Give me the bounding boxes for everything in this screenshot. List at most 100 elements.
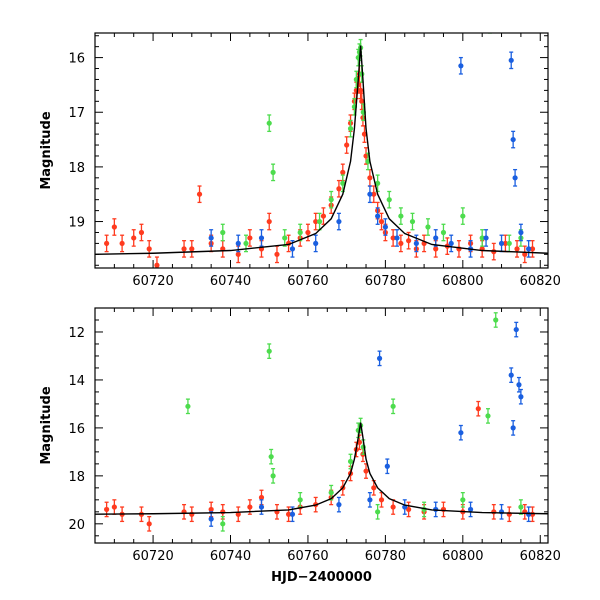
- top-green-point: [460, 207, 466, 225]
- top-red-point: [522, 245, 528, 264]
- bottom-model-curve: [95, 422, 548, 515]
- bottom-red-point: [406, 501, 412, 518]
- bottom-blue-point: [513, 321, 519, 338]
- top-blue-point: [508, 51, 514, 70]
- top-red-point: [146, 240, 152, 258]
- bottom-blue-point: [289, 506, 296, 523]
- top-red-point: [104, 234, 110, 253]
- bottom-blue-point: [510, 420, 516, 436]
- top-red-point: [378, 212, 385, 231]
- bottom-red-point: [258, 489, 265, 506]
- top-red-point: [181, 240, 187, 258]
- top-blue-point: [458, 56, 464, 75]
- top-red-point: [344, 136, 350, 154]
- bottom-y-tick-label: 14: [68, 374, 85, 389]
- top-blue-point: [235, 234, 241, 253]
- top-green-point: [270, 163, 276, 182]
- top-red-point: [529, 240, 536, 258]
- bottom-blue-point: [208, 511, 214, 527]
- top-model-curve: [95, 45, 548, 256]
- bottom-blue-point: [367, 491, 373, 508]
- bottom-y-tick-label: 18: [68, 470, 85, 485]
- top-y-tick-label: 17: [68, 106, 85, 121]
- bottom-red-point: [378, 491, 385, 508]
- top-green-point: [316, 212, 323, 231]
- bottom-green-point: [328, 484, 334, 501]
- top-green-point: [266, 114, 272, 133]
- top-red-point: [138, 223, 145, 242]
- bottom-green-point: [460, 491, 466, 508]
- bottom-blue-point: [518, 388, 524, 405]
- top-red-point: [285, 234, 292, 253]
- top-blue-point: [448, 234, 454, 253]
- top-green-point: [297, 223, 303, 242]
- bottom-blue-point: [376, 350, 383, 367]
- top-blue-point: [258, 229, 265, 247]
- top-green-point: [340, 174, 346, 193]
- bottom-panel-x-axis-label: HJD−2400000: [271, 570, 372, 585]
- top-red-point: [111, 218, 117, 236]
- top-blue-point: [394, 229, 400, 247]
- bottom-blue-point: [458, 424, 464, 441]
- top-green-point: [440, 223, 447, 242]
- top-panel-y-axis-label: Magnitude: [39, 111, 54, 190]
- top-plot-frame: [94, 32, 549, 269]
- top-blue-point: [208, 229, 214, 247]
- top-blue-point: [512, 168, 518, 187]
- top-green-point: [347, 119, 354, 138]
- top-series-red: [104, 65, 536, 268]
- top-series-blue: [208, 51, 532, 258]
- top-x-tick-label: 60820: [520, 274, 561, 289]
- top-red-point: [266, 212, 272, 231]
- bottom-green-point: [518, 499, 524, 515]
- top-green-point: [479, 229, 485, 247]
- top-red-point: [390, 229, 396, 247]
- top-blue-point: [483, 229, 489, 247]
- top-y-tick-label: 19: [68, 216, 85, 231]
- top-panel-axes: 60720 60740 60760 60780 60800 60820 16 17 18 19: [68, 32, 561, 289]
- top-green-point: [398, 207, 404, 225]
- top-green-point: [220, 223, 226, 242]
- bottom-green-point: [485, 408, 491, 424]
- top-red-point: [320, 207, 327, 225]
- top-x-tick-label: 60780: [365, 274, 406, 289]
- bottom-green-point: [266, 343, 272, 360]
- top-blue-point: [526, 240, 532, 258]
- top-green-point: [386, 190, 392, 209]
- bottom-y-tick-label: 20: [68, 518, 85, 533]
- top-red-point: [247, 229, 253, 247]
- bottom-green-point: [493, 312, 499, 328]
- top-x-tick-label: 60800: [442, 274, 483, 289]
- bottom-panel: 60720 60740 60760 60780 60800 60820 12 14 16 18 20…: [39, 307, 561, 585]
- bottom-blue-point: [467, 501, 474, 518]
- top-x-tick-label: 60740: [210, 274, 251, 289]
- top-blue-point: [313, 234, 319, 253]
- bottom-plot-frame: [94, 307, 549, 544]
- top-blue-point: [518, 223, 524, 242]
- top-red-point: [305, 223, 311, 242]
- bottom-green-point: [390, 398, 396, 415]
- top-blue-point: [367, 185, 373, 204]
- top-panel-plot-area: [95, 33, 548, 268]
- top-blue-point: [382, 218, 388, 236]
- top-x-tick-label: 60720: [132, 274, 173, 289]
- bottom-blue-point: [508, 367, 514, 383]
- top-red-point: [189, 240, 195, 258]
- top-blue-point: [433, 229, 439, 247]
- top-panel: 60720 60740 60760 60780 60800 60820 16 17 18 19 M…: [39, 32, 561, 289]
- bottom-green-point: [220, 515, 226, 532]
- bottom-x-tick-label: 60720: [132, 549, 173, 564]
- bottom-blue-point: [384, 458, 390, 475]
- bottom-green-point: [375, 503, 381, 520]
- top-blue-point: [510, 130, 516, 149]
- top-red-point: [398, 234, 404, 253]
- top-red-point: [514, 240, 520, 258]
- bottom-x-tick-label: 60820: [520, 549, 561, 564]
- bottom-red-point: [475, 400, 481, 417]
- bottom-y-tick-label: 12: [68, 326, 85, 341]
- top-red-point: [313, 212, 319, 231]
- top-red-point: [154, 256, 160, 268]
- bottom-x-tick-label: 60740: [210, 549, 251, 564]
- bottom-panel-y-axis-label: Magnitude: [39, 386, 54, 465]
